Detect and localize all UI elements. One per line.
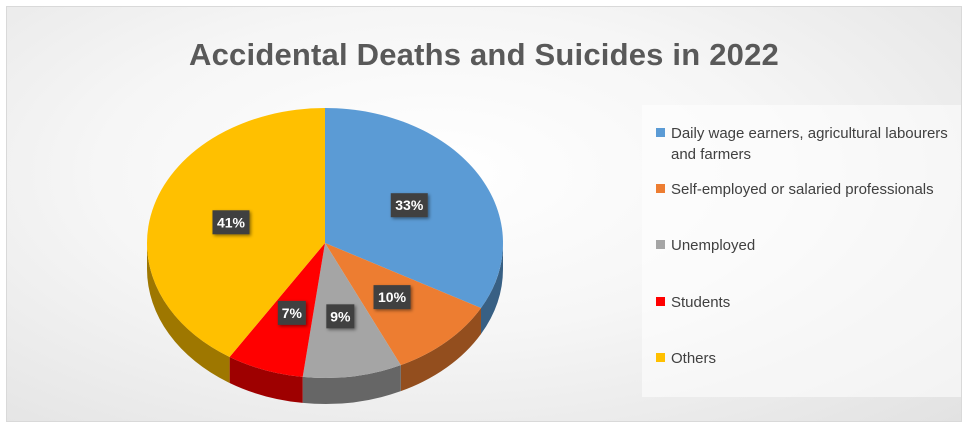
data-label-text: 41% xyxy=(217,214,246,230)
data-label-box xyxy=(212,210,250,235)
legend-swatch xyxy=(656,297,665,306)
legend-item: Self-employed or salaried professionals xyxy=(656,179,934,200)
pie-side-2 xyxy=(400,308,481,392)
pie-side-4 xyxy=(229,356,303,403)
legend-item: Daily wage earners, agricultural laboure… xyxy=(656,123,961,165)
chart-title: Accidental Deaths and Suicides in 2022 xyxy=(189,37,779,72)
data-label-text: 9% xyxy=(330,308,351,324)
legend-label: Unemployed xyxy=(671,237,756,254)
pie-chart: 33% 10% 9% 7% 41% xyxy=(147,108,503,404)
legend-item: Unemployed xyxy=(656,235,755,256)
legend-swatch xyxy=(656,184,665,193)
legend-swatch xyxy=(656,353,665,362)
legend-label: Students xyxy=(671,294,731,311)
legend-label: Others xyxy=(671,350,717,367)
chart-area: Accidental Deaths and Suicides in 2022 3… xyxy=(6,6,962,422)
pie-side-3 xyxy=(302,365,401,404)
data-label-2: 10% xyxy=(373,285,411,310)
data-label-4: 7% xyxy=(277,300,306,325)
pie-side-5 xyxy=(147,243,230,383)
data-label-5: 41% xyxy=(212,210,250,235)
legend-item: Others xyxy=(656,348,716,369)
legend-item: Students xyxy=(656,292,730,313)
data-label-box xyxy=(390,193,428,218)
legend: Daily wage earners, agricultural laboure… xyxy=(642,105,961,397)
data-label-text: 10% xyxy=(378,289,407,305)
pie-sides xyxy=(147,243,503,404)
pie-side-1 xyxy=(480,243,503,335)
legend-swatch xyxy=(656,128,665,137)
data-label-box xyxy=(373,285,411,310)
data-labels: 33% 10% 9% 7% 41% xyxy=(212,193,428,329)
data-label-3: 9% xyxy=(326,304,355,329)
data-label-text: 7% xyxy=(282,305,303,321)
data-label-box xyxy=(326,304,355,329)
pie-top xyxy=(147,108,503,378)
pie-slice-4 xyxy=(229,243,325,377)
data-label-1: 33% xyxy=(390,193,428,218)
legend-label: Daily wage earners, agricultural laboure… xyxy=(671,125,948,163)
data-label-box xyxy=(277,300,306,325)
legend-label: Self-employed or salaried professionals xyxy=(671,181,934,198)
legend-swatch xyxy=(656,240,665,249)
data-label-text: 33% xyxy=(395,197,424,213)
